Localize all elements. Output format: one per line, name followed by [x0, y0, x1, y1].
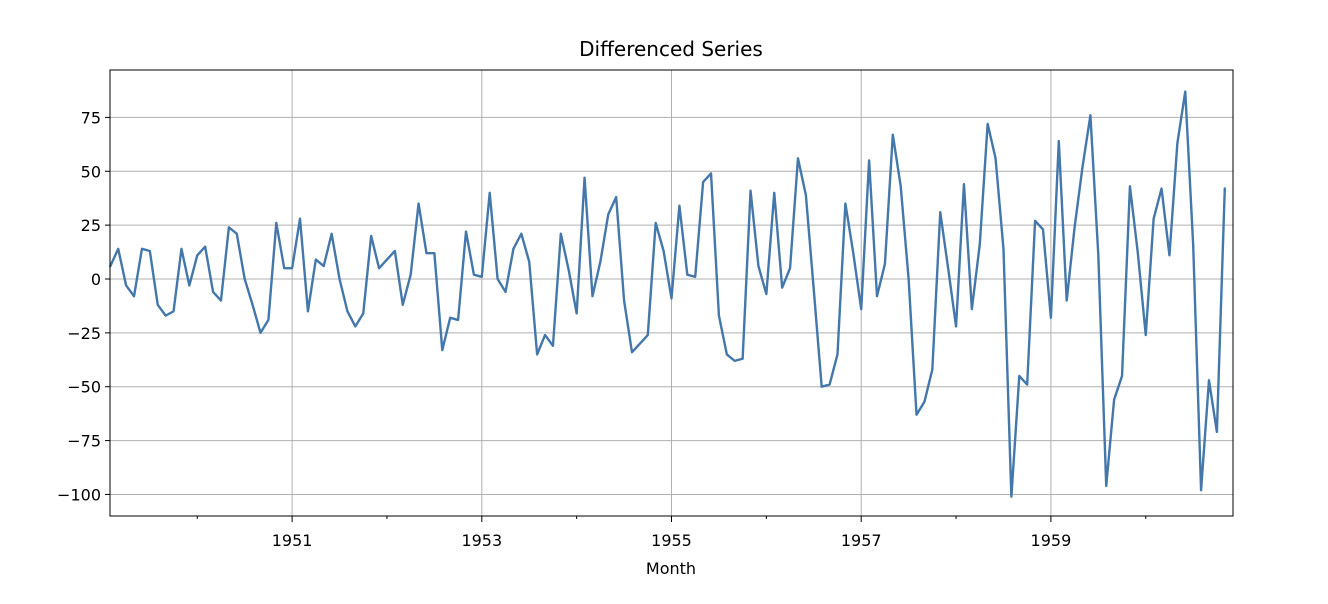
- y-tick-label: 25: [81, 216, 101, 235]
- x-tick-label: 1957: [841, 531, 882, 550]
- y-tick-label: −75: [67, 432, 101, 451]
- chart-title: Differenced Series: [579, 37, 763, 61]
- y-tick-label: −25: [67, 324, 101, 343]
- series-line: [109, 90, 1226, 498]
- x-tick-label: 1955: [651, 531, 692, 550]
- axis-layer: 75 50 25 0 −25 −50 −75 −100 1951 1953 1955 1957 1959: [57, 108, 1147, 550]
- x-tick-label: 1951: [272, 531, 313, 550]
- x-axis-label: Month: [646, 559, 696, 578]
- y-tick-label: −100: [57, 485, 101, 504]
- y-tick-label: −50: [67, 378, 101, 397]
- y-tick-label: 50: [81, 162, 101, 181]
- x-tick-label: 1959: [1031, 531, 1072, 550]
- y-tick-label: 0: [91, 270, 101, 289]
- x-tick-label: 1953: [461, 531, 502, 550]
- series-layer: [109, 90, 1226, 498]
- y-tick-label: 75: [81, 108, 101, 127]
